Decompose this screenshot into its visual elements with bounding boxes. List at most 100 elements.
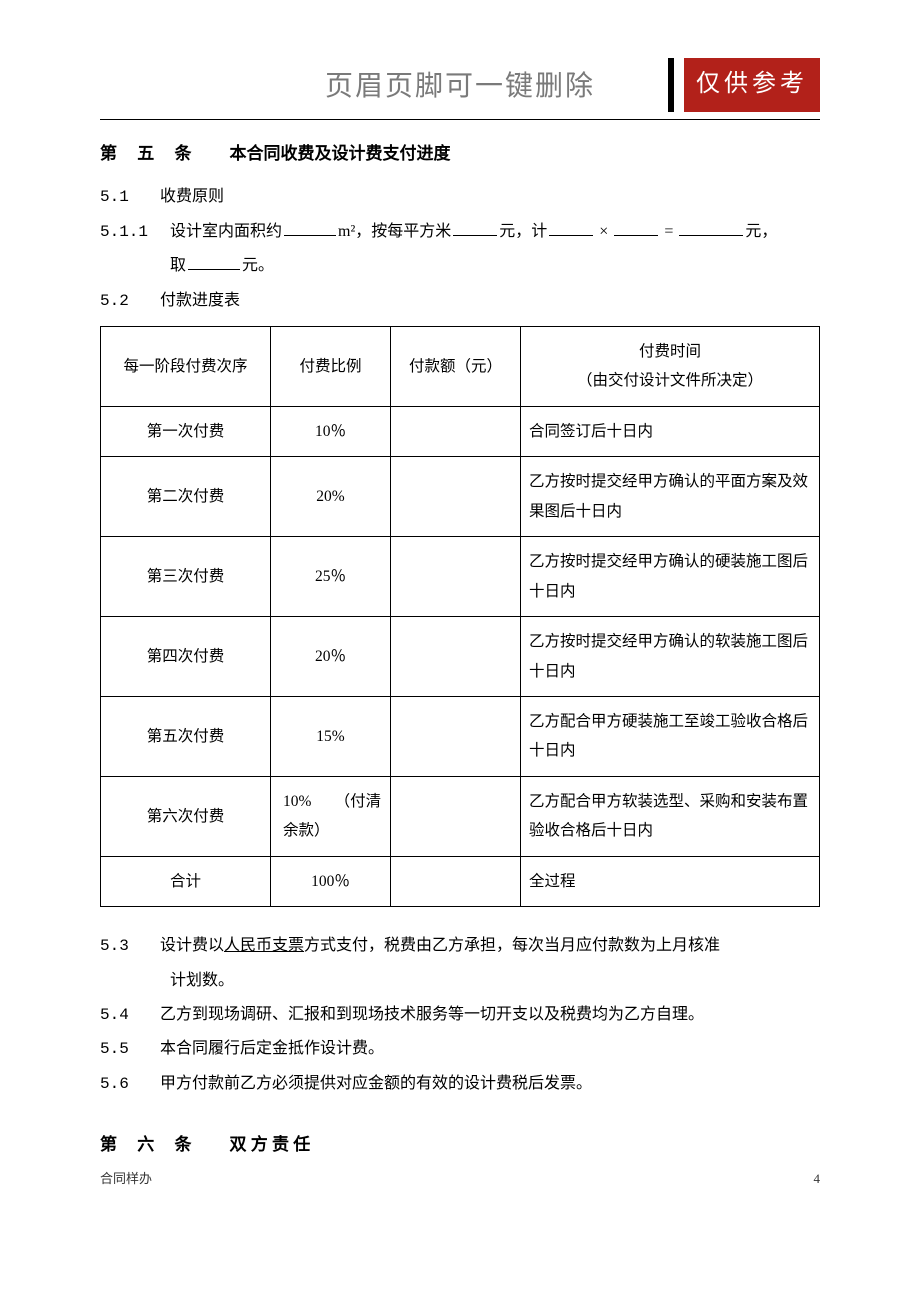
text: 元。 [242,257,274,274]
cell-stage: 第六次付费 [101,776,271,856]
cell-stage: 第四次付费 [101,617,271,697]
clause-num: 5.6 [100,1069,160,1099]
cell-amount [391,776,521,856]
blank-calc-a [549,220,593,236]
cell-amount [391,457,521,537]
blank-area [284,220,336,236]
clause-5-1: 5.1 收费原则 [100,182,820,212]
cell-stage: 第一次付费 [101,406,271,456]
cell-time: 合同签订后十日内 [521,406,820,456]
text: = [664,223,673,240]
table-row: 第一次付费 10％ 合同签订后十日内 [101,406,820,456]
badge-wrapper: 仅供参考 [668,58,820,112]
clause-num: 5.4 [100,1000,160,1030]
clause-body: 设计室内面积约 m²，按每平方米 元，计 × = 元， [170,217,820,247]
text: 元，计 [499,223,547,240]
text: 付费时间 [529,337,811,366]
clause-num: 5.3 [100,931,160,961]
clause-5-3-cont: 计划数。 [100,966,820,996]
clause-5-1-1: 5.1.1 设计室内面积约 m²，按每平方米 元，计 × = 元， [100,217,820,247]
article-5-title: 本合同收费及设计费支付进度 [230,138,451,170]
blank-result [679,220,743,236]
clause-5-2: 5.2 付款进度表 [100,286,820,316]
clause-num: 5.1 [100,182,160,212]
cell-ratio: 10％ [271,406,391,456]
text: 设计费以 [160,937,224,954]
clause-num: 5.5 [100,1034,160,1064]
table-row: 合计 100％ 全过程 [101,856,820,906]
cell-ratio: 10% （付清余款） [271,776,391,856]
table-row: 第三次付费 25％ 乙方按时提交经甲方确认的硬装施工图后十日内 [101,537,820,617]
col-header-stage: 每一阶段付费次序 [101,327,271,407]
cell-stage: 合计 [101,856,271,906]
clause-body: 付款进度表 [160,286,820,316]
blank-rounded [188,254,240,270]
text: （由交付设计文件所决定） [529,366,811,395]
table-header-row: 每一阶段付费次序 付费比例 付款额（元） 付费时间 （由交付设计文件所决定） [101,327,820,407]
col-header-amount: 付款额（元） [391,327,521,407]
clause-num: 5.1.1 [100,217,170,247]
cell-ratio: 20％ [271,617,391,697]
article-6-title: 双 方 责 任 [230,1129,311,1161]
cell-ratio: 20% [271,457,391,537]
text: × [599,223,608,240]
clause-5-6: 5.6 甲方付款前乙方必须提供对应金额的有效的设计费税后发票。 [100,1069,820,1099]
cell-amount [391,696,521,776]
text: m²，按每平方米 [338,223,451,240]
clause-5-5: 5.5 本合同履行后定金抵作设计费。 [100,1034,820,1064]
cell-time: 乙方按时提交经甲方确认的软装施工图后十日内 [521,617,820,697]
cell-amount [391,537,521,617]
clause-5-4: 5.4 乙方到现场调研、汇报和到现场技术服务等一切开支以及税费均为乙方自理。 [100,1000,820,1030]
cell-amount [391,406,521,456]
page-footer: 合同样办 4 [100,1167,820,1192]
article-6-heading: 第 六 条 双 方 责 任 [100,1129,820,1161]
footer-left: 合同样办 [100,1167,152,1192]
cell-time: 乙方按时提交经甲方确认的平面方案及效果图后十日内 [521,457,820,537]
cell-amount [391,856,521,906]
cell-time: 乙方配合甲方软装选型、采购和安装布置验收合格后十日内 [521,776,820,856]
clause-num: 5.2 [100,286,160,316]
cell-amount [391,617,521,697]
text: 方式支付，税费由乙方承担，每次当月应付款数为上月核准 [304,937,720,954]
table-row: 第二次付费 20% 乙方按时提交经甲方确认的平面方案及效果图后十日内 [101,457,820,537]
clause-body: 甲方付款前乙方必须提供对应金额的有效的设计费税后发票。 [160,1069,820,1099]
text: 元， [745,223,777,240]
underlined-text: 人民币支票 [224,937,304,954]
header-rule [100,119,820,120]
page-number: 4 [814,1167,821,1192]
reference-badge: 仅供参考 [684,58,820,112]
article-5-number: 第 五 条 [100,138,200,170]
text: 计划数。 [170,972,234,989]
cell-time: 全过程 [521,856,820,906]
col-header-time: 付费时间 （由交付设计文件所决定） [521,327,820,407]
blank-calc-b [614,220,658,236]
cell-stage: 第二次付费 [101,457,271,537]
table-row: 第五次付费 15% 乙方配合甲方硬装施工至竣工验收合格后十日内 [101,696,820,776]
cell-time: 乙方配合甲方硬装施工至竣工验收合格后十日内 [521,696,820,776]
table-row: 第四次付费 20％ 乙方按时提交经甲方确认的软装施工图后十日内 [101,617,820,697]
table-row: 第六次付费 10% （付清余款） 乙方配合甲方软装选型、采购和安装布置验收合格后… [101,776,820,856]
article-6-number: 第 六 条 [100,1129,200,1161]
col-header-ratio: 付费比例 [271,327,391,407]
cell-ratio: 100％ [271,856,391,906]
cell-stage: 第五次付费 [101,696,271,776]
clause-body: 本合同履行后定金抵作设计费。 [160,1034,820,1064]
cell-ratio: 25％ [271,537,391,617]
blank-unitprice [453,220,497,236]
clause-5-3: 5.3 设计费以人民币支票方式支付，税费由乙方承担，每次当月应付款数为上月核准 [100,931,820,961]
clause-body: 设计费以人民币支票方式支付，税费由乙方承担，每次当月应付款数为上月核准 [160,931,820,961]
badge-divider [668,58,674,112]
cell-stage: 第三次付费 [101,537,271,617]
payment-schedule-table: 每一阶段付费次序 付费比例 付款额（元） 付费时间 （由交付设计文件所决定） 第… [100,326,820,907]
page-header: 页眉页脚可一键删除 仅供参考 [100,60,820,113]
cell-time: 乙方按时提交经甲方确认的硬装施工图后十日内 [521,537,820,617]
clause-5-1-1-cont: 取 元。 [100,251,820,281]
cell-ratio: 15% [271,696,391,776]
text: 取 [170,257,186,274]
article-5-heading: 第 五 条 本合同收费及设计费支付进度 [100,138,820,170]
table-body: 第一次付费 10％ 合同签订后十日内 第二次付费 20% 乙方按时提交经甲方确认… [101,406,820,906]
text: 设计室内面积约 [170,223,282,240]
clause-body: 乙方到现场调研、汇报和到现场技术服务等一切开支以及税费均为乙方自理。 [160,1000,820,1030]
header-title: 页眉页脚可一键删除 [325,60,595,113]
clause-body: 收费原则 [160,182,820,212]
